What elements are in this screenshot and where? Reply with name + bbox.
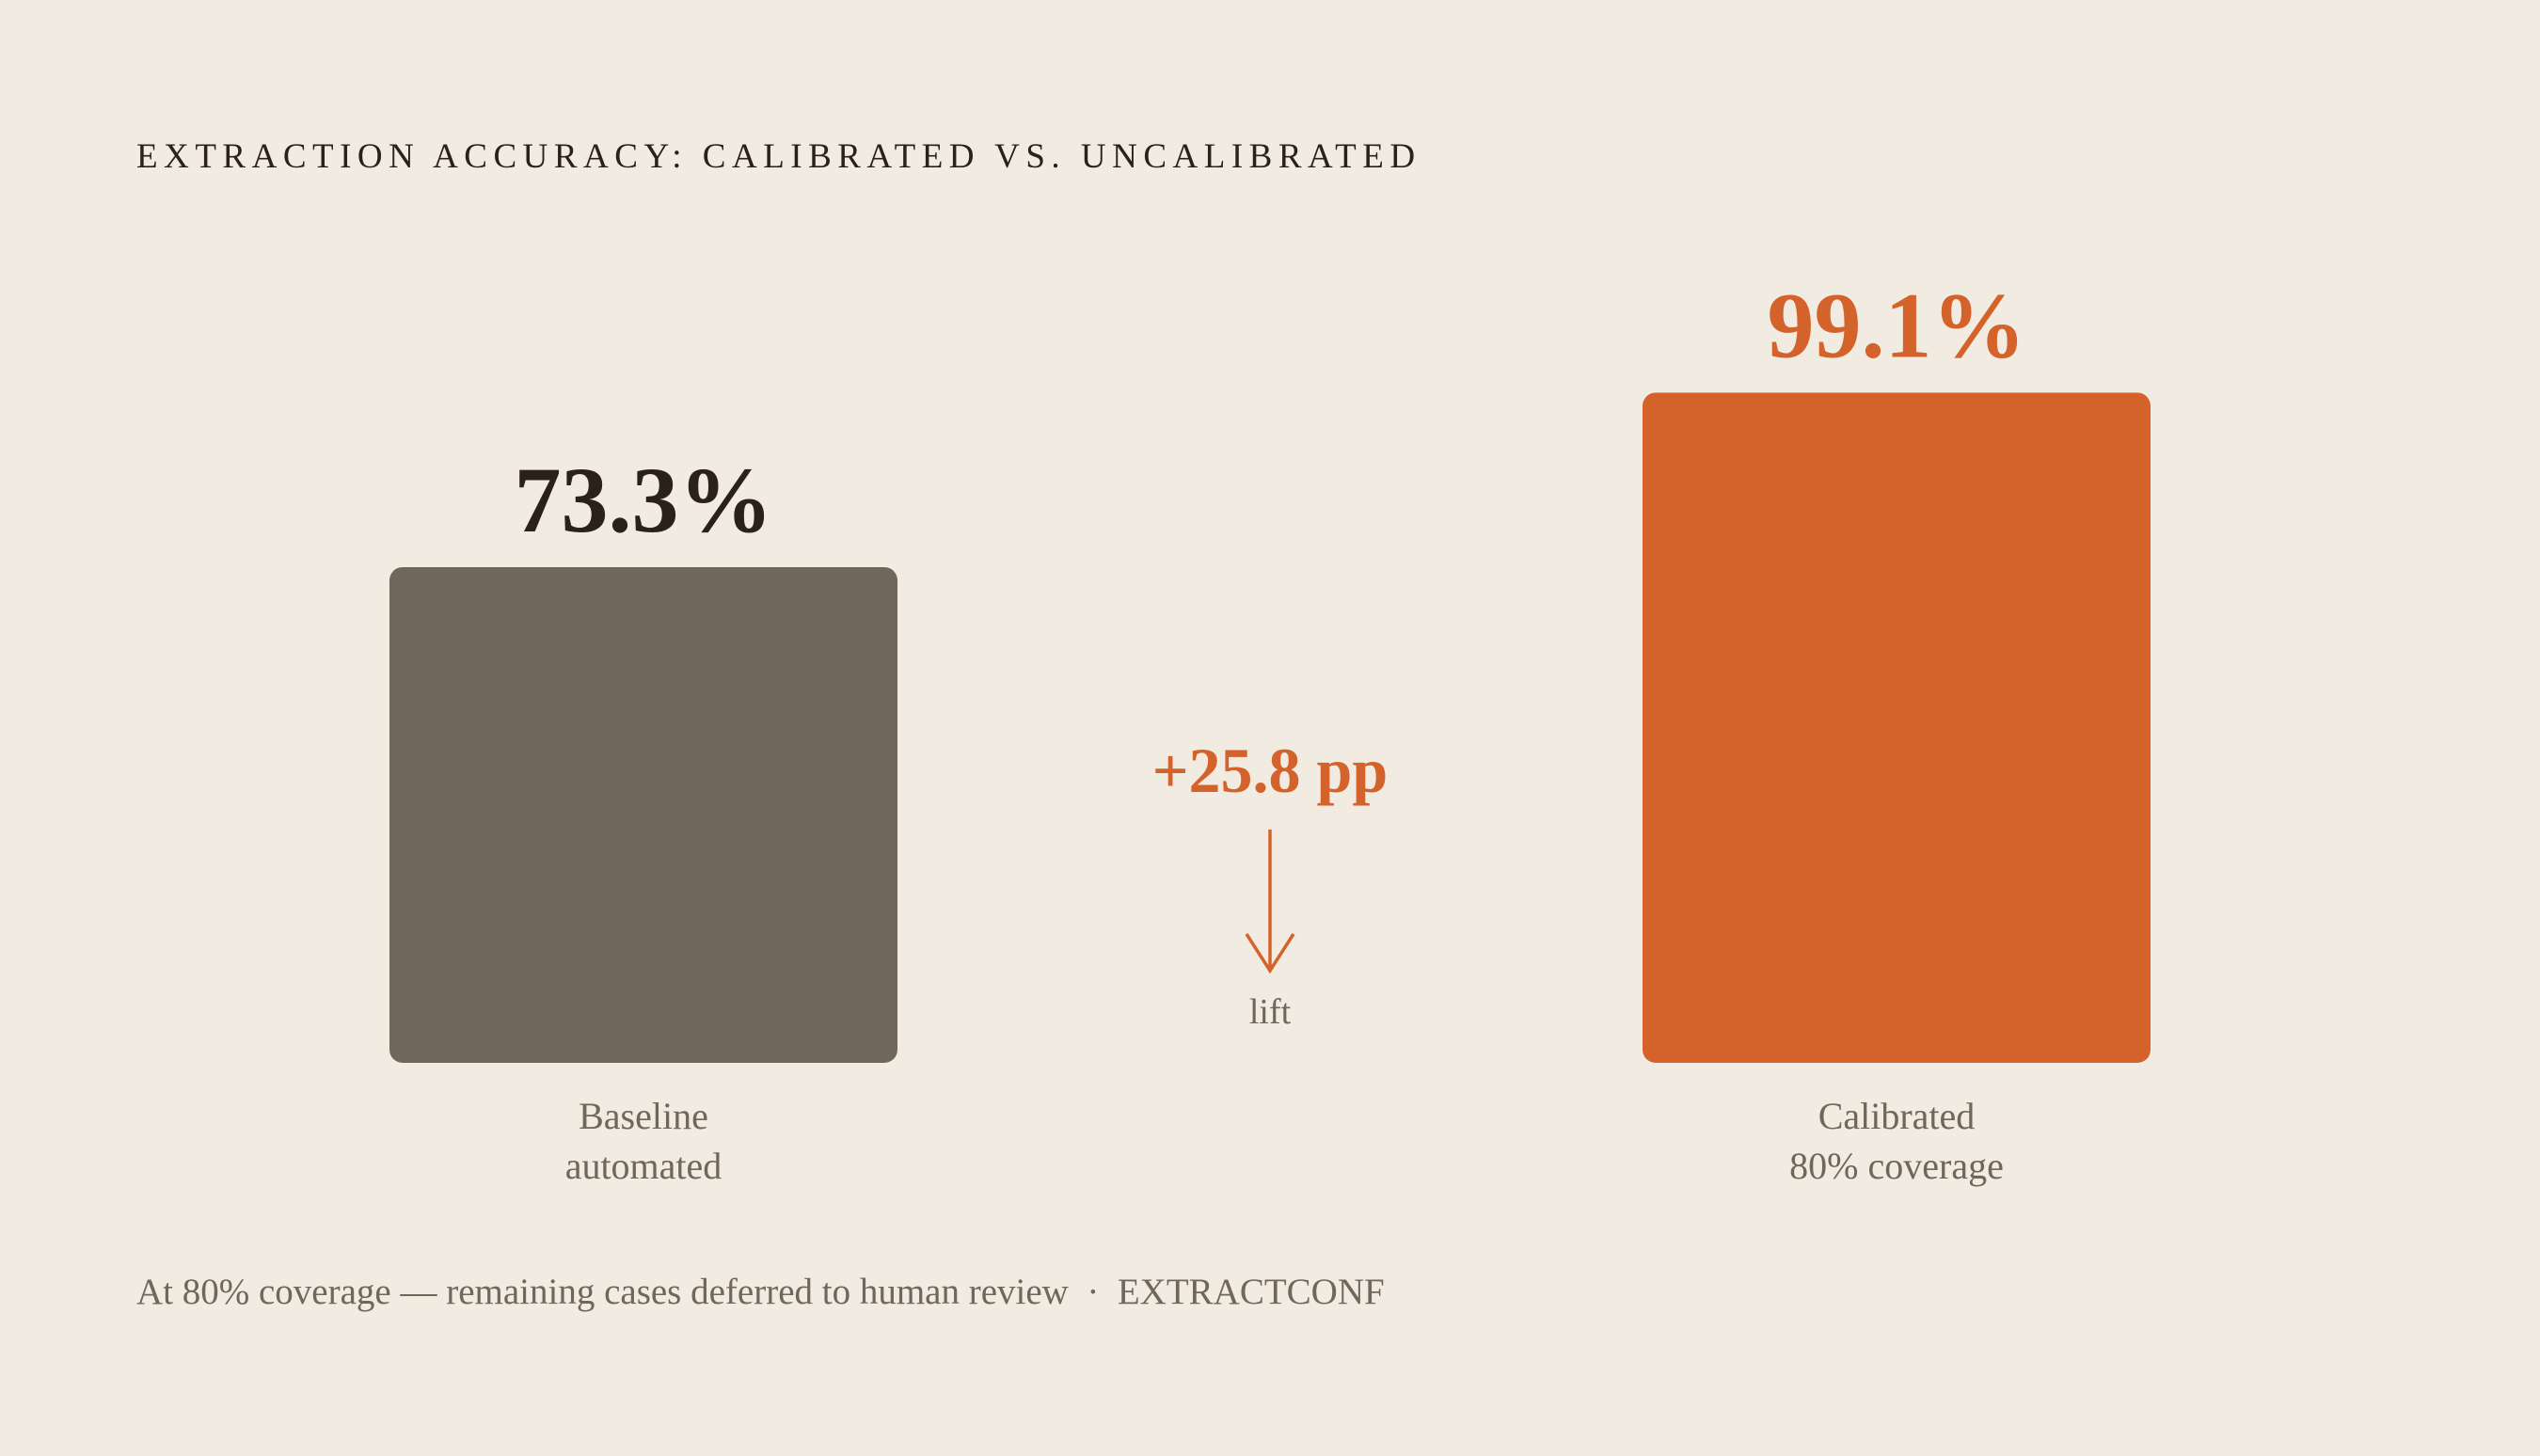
arrow (1245, 830, 1295, 974)
bar (389, 566, 897, 1063)
category-label: Baseline (579, 1095, 708, 1137)
bar (1643, 392, 2151, 1063)
value-label: 73.3% (515, 448, 773, 552)
annotation-note: lift (1249, 992, 1292, 1032)
category-label: Calibrated (1818, 1095, 1976, 1137)
category-note: 80% coverage (1789, 1145, 2004, 1187)
value-label: 99.1% (1768, 273, 2026, 377)
footnote: At 80% coverage — remaining cases deferr… (136, 1272, 1385, 1312)
chart-title: EXTRACTION ACCURACY: CALIBRATED VS. UNCA… (136, 137, 1421, 176)
annotation: +25.8 pp (1152, 735, 1388, 806)
arrow-head (1245, 933, 1295, 974)
category-note: automated (565, 1145, 722, 1187)
